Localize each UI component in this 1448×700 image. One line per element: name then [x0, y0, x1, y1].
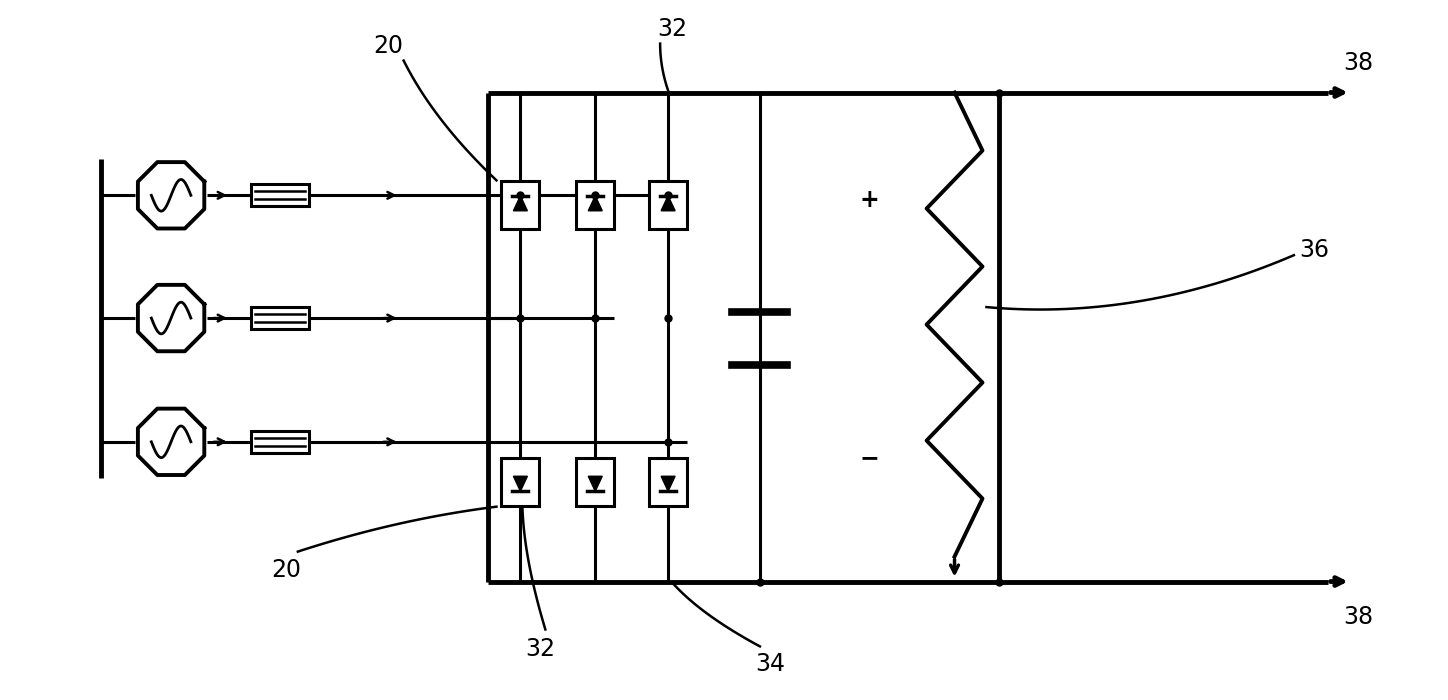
Bar [251, 184, 308, 206]
Polygon shape [588, 196, 602, 211]
Text: 32: 32 [526, 638, 556, 662]
Bar [649, 181, 686, 229]
Text: 32: 32 [657, 17, 688, 41]
Polygon shape [662, 476, 675, 491]
Polygon shape [514, 196, 527, 211]
Text: 20: 20 [271, 558, 301, 582]
Bar [251, 430, 308, 453]
Text: 34: 34 [754, 652, 785, 676]
Polygon shape [514, 476, 527, 491]
Polygon shape [662, 196, 675, 211]
Text: −: − [860, 446, 879, 470]
Text: 38: 38 [1344, 606, 1374, 629]
Polygon shape [588, 476, 602, 491]
Text: +: + [860, 188, 879, 212]
Text: 20: 20 [374, 34, 404, 57]
Bar [576, 458, 614, 505]
Polygon shape [138, 409, 204, 475]
Bar [576, 181, 614, 229]
Polygon shape [138, 162, 204, 228]
Bar [251, 307, 308, 329]
Bar [501, 458, 539, 505]
Bar [501, 181, 539, 229]
Text: 38: 38 [1344, 50, 1374, 75]
Text: 36: 36 [1299, 238, 1329, 262]
Polygon shape [138, 285, 204, 351]
Bar [649, 458, 686, 505]
